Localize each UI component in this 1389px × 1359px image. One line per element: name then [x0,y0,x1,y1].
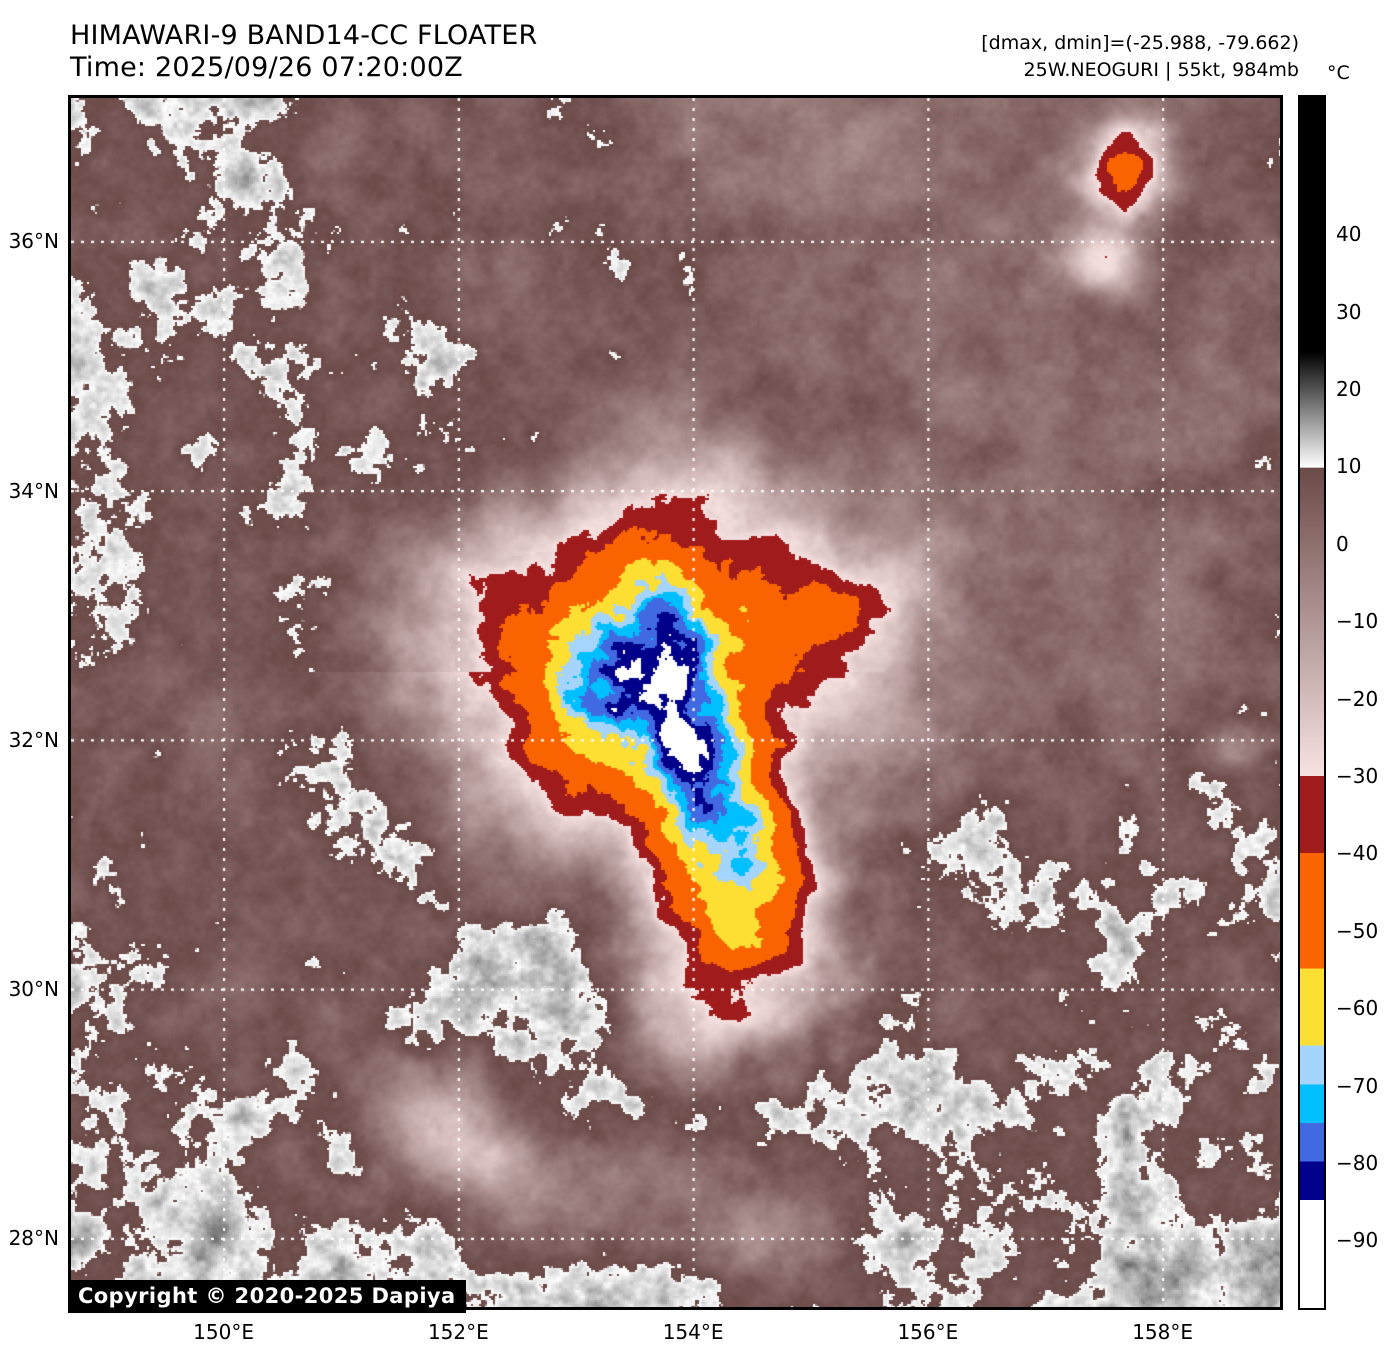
colorbar-tick-10: −60 [1336,996,1379,1021]
colorbar-tick-13: −90 [1336,1228,1379,1253]
colorbar-tick-2: 20 [1336,377,1362,402]
colorbar-tick-12: −80 [1336,1150,1379,1175]
colorbar-tick-9: −50 [1336,918,1379,943]
satellite-imagery-canvas [71,98,1280,1307]
colorbar-tick-3: 10 [1336,454,1362,479]
colorbar [1298,95,1326,1310]
lon-label-1: 152°E [427,1320,489,1344]
lat-label-0: 36°N [8,229,59,254]
lon-label-0: 150°E [193,1320,254,1344]
lat-label-1: 34°N [8,478,59,503]
lon-label-3: 156°E [897,1320,959,1344]
colorbar-tick-8: −40 [1336,841,1379,866]
colorbar-tick-1: 30 [1336,299,1362,324]
colorbar-tick-7: −30 [1336,764,1379,789]
satellite-image-plot [68,95,1283,1310]
colorbar-gradient [1300,97,1324,1308]
colorbar-tick-4: 0 [1336,531,1349,556]
lon-label-2: 154°E [662,1320,724,1344]
lat-label-2: 32°N [8,727,59,752]
lon-label-4: 158°E [1132,1320,1194,1344]
lat-label-3: 30°N [8,977,59,1002]
colorbar-unit-label: °C [1327,62,1350,84]
storm-info-label: 25W.NEOGURI | 55kt, 984mb [1023,59,1299,81]
copyright-watermark: Copyright © 2020-2025 Dapiya [68,1280,466,1313]
colorbar-tick-6: −20 [1336,686,1379,711]
timestamp-label: Time: 2025/09/26 07:20:00Z [70,52,463,83]
colorbar-tick-5: −10 [1336,609,1379,634]
colorbar-tick-0: 40 [1336,222,1362,247]
lat-label-4: 28°N [8,1226,59,1251]
dmax-dmin-label: [dmax, dmin]=(-25.988, -79.662) [981,32,1299,54]
page-title: HIMAWARI-9 BAND14-CC FLOATER [70,20,538,51]
colorbar-tick-11: −70 [1336,1073,1379,1098]
